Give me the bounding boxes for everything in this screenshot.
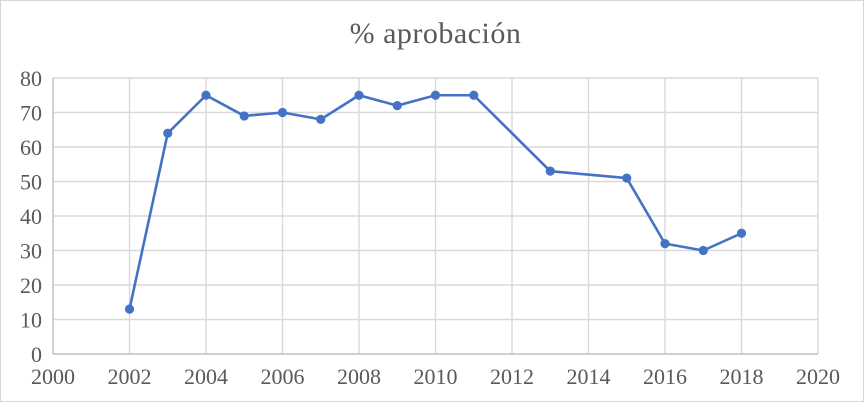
x-tick-label: 2020 — [796, 364, 840, 389]
data-point-marker — [698, 245, 708, 256]
y-tick-label: 50 — [20, 170, 42, 195]
y-tick-label: 30 — [20, 239, 42, 264]
x-tick-label: 2018 — [720, 364, 764, 389]
y-tick-label: 10 — [20, 308, 42, 333]
x-tick-label: 2008 — [337, 364, 381, 389]
x-tick-label: 2014 — [567, 364, 611, 389]
data-point-marker — [163, 128, 173, 138]
data-point-marker — [430, 90, 441, 100]
data-point-marker — [392, 101, 402, 111]
data-point-marker — [316, 114, 326, 124]
x-tick-label: 2006 — [261, 364, 305, 389]
data-point-marker — [354, 90, 364, 100]
data-point-marker — [545, 166, 555, 176]
chart-title: % aprobación — [349, 17, 522, 50]
x-tick-label: 2002 — [108, 364, 152, 389]
data-point-marker — [124, 304, 135, 314]
data-point-marker — [736, 228, 747, 238]
x-tick-label: 2000 — [31, 364, 75, 389]
y-tick-label: 20 — [20, 273, 42, 298]
y-tick-label: 70 — [20, 101, 42, 126]
x-tick-label: 2004 — [184, 364, 228, 389]
y-tick-label: 60 — [20, 135, 42, 160]
x-tick-label: 2012 — [490, 364, 534, 389]
x-tick-label: 2010 — [414, 364, 458, 389]
data-point-marker — [277, 107, 288, 118]
x-tick-label: 2016 — [643, 364, 687, 389]
data-point-marker — [622, 173, 632, 183]
data-point-marker — [201, 90, 211, 100]
data-point-marker — [660, 239, 670, 249]
y-tick-label: 40 — [20, 204, 42, 229]
y-tick-label: 80 — [20, 66, 42, 91]
data-point-marker — [239, 111, 249, 121]
y-tick-label: 0 — [31, 342, 42, 367]
data-point-marker — [469, 90, 479, 100]
